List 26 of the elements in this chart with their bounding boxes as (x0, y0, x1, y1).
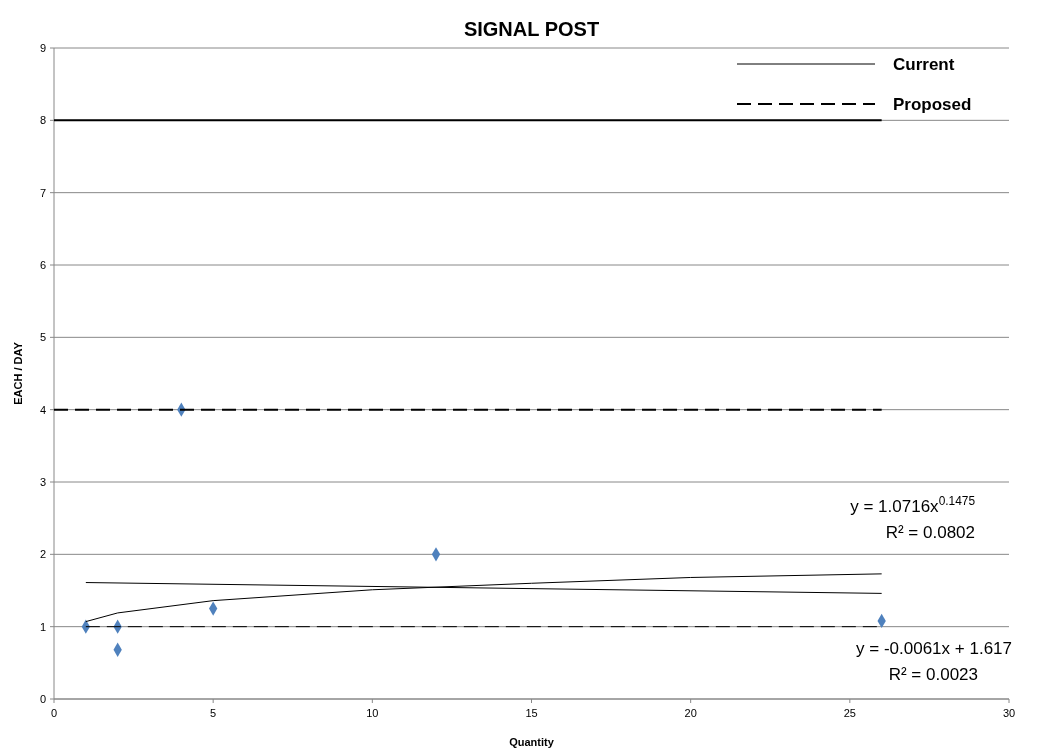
x-tick-label: 30 (1002, 707, 1016, 719)
text: Current (893, 55, 955, 74)
y-tick-label: 0 (39, 693, 46, 705)
x-tick-label: 0 (50, 707, 58, 719)
y-tick-label: 6 (39, 259, 46, 271)
x-axis-title: Quantity (509, 736, 555, 748)
y-tick-label: 1 (39, 620, 46, 633)
annotation: R² = 0.0023 (888, 665, 978, 684)
x-tick-label: 15 (525, 707, 538, 719)
x-tick-label: 20 (684, 707, 697, 719)
y-axis-title: EACH / DAY (12, 341, 24, 405)
y-tick-label: 5 (39, 331, 46, 344)
y-tick-label: 8 (39, 114, 46, 127)
y-tick-label: 3 (39, 476, 46, 488)
annotation: y = -0.0061x + 1.617 (856, 639, 1012, 658)
x-tick-label: 10 (366, 707, 379, 719)
chart-title: SIGNAL POST (463, 18, 600, 40)
y-tick-label: 9 (39, 42, 46, 54)
y-tick-label: 7 (39, 186, 46, 199)
y-tick-label: 2 (39, 548, 46, 561)
annotation: R² = 0.0802 (885, 523, 975, 542)
text: Proposed (893, 95, 972, 114)
x-tick-label: 5 (210, 707, 217, 719)
y-tick-label: 4 (39, 403, 46, 416)
x-tick-label: 25 (843, 707, 856, 719)
annotation: y = 1.0716x$^{0.1475}$ (850, 494, 976, 516)
